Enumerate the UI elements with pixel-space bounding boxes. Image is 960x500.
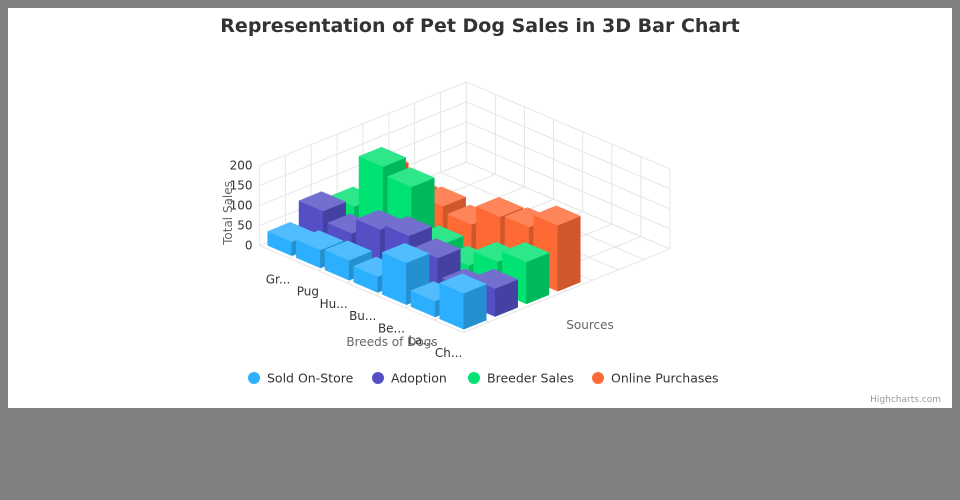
y-tick-label: 100 xyxy=(230,199,253,213)
legend-marker xyxy=(372,372,384,384)
chart-card: Representation of Pet Dog Sales in 3D Ba… xyxy=(8,8,952,408)
side-wall-gridline xyxy=(466,141,671,230)
y-tick-label: 150 xyxy=(230,179,253,193)
legend-label: Breeder Sales xyxy=(487,371,574,386)
x-tick-label: Bu... xyxy=(349,309,376,323)
legend-item[interactable]: Online Purchases xyxy=(592,371,719,386)
x-tick-label: Ch... xyxy=(435,346,462,360)
legend-label: Adoption xyxy=(391,371,447,386)
y-tick-label: 50 xyxy=(237,219,252,233)
floor-gridline xyxy=(259,245,464,334)
chart-svg: Representation of Pet Dog Sales in 3D Ba… xyxy=(220,15,941,405)
side-wall-gridline xyxy=(466,121,671,210)
y-axis-title: Total Sales xyxy=(221,181,235,246)
x-tick-label: Gr... xyxy=(266,272,291,286)
bar-sold-on-store-6[interactable] xyxy=(439,273,487,330)
credits-link[interactable]: Highcharts.com xyxy=(870,395,941,405)
z-axis-title: Sources xyxy=(566,318,613,332)
legend-item[interactable]: Sold On-Store xyxy=(248,371,354,386)
chart-title: Representation of Pet Dog Sales in 3D Ba… xyxy=(220,15,739,37)
floor-depth-gridline xyxy=(462,248,671,334)
legend-label: Sold On-Store xyxy=(267,371,354,386)
legend-marker xyxy=(592,372,604,384)
y-tick-label: 200 xyxy=(230,159,253,173)
legend: Sold On-Store Adoption Breeder Sales Online… xyxy=(248,371,719,386)
side-wall-gridline xyxy=(466,81,671,170)
labels-layer: 0 50 100 150 200 Gr... PugHu...Bu...Be...La...… xyxy=(230,159,463,360)
side-wall-gridline xyxy=(466,101,671,190)
x-axis-title: Breeds of Dogs xyxy=(346,335,437,349)
legend-item[interactable]: Adoption xyxy=(372,371,447,386)
bars-layer xyxy=(267,146,581,330)
legend-item[interactable]: Breeder Sales xyxy=(468,371,574,386)
x-tick-label: La... xyxy=(408,334,433,348)
legend-label: Online Purchases xyxy=(611,371,719,386)
y-tick-label: 0 xyxy=(245,239,253,253)
x-tick-label: Pug xyxy=(297,285,319,299)
legend-marker xyxy=(248,372,260,384)
floor-gridline xyxy=(466,161,671,250)
legend-marker xyxy=(468,372,480,384)
x-tick-label: Hu... xyxy=(320,297,348,311)
x-tick-label: Be... xyxy=(378,321,405,335)
